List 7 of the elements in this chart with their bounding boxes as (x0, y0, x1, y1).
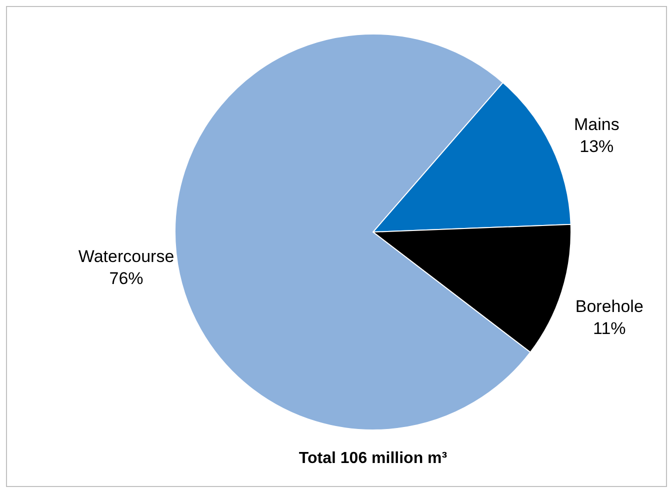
slice-label: Watercourse (78, 247, 174, 266)
slice-label: Borehole (575, 296, 644, 316)
data-label: 11% (593, 318, 626, 338)
slice-label: Mains (574, 114, 620, 134)
data-label: 76% (109, 269, 144, 288)
data-label: 13% (580, 136, 614, 156)
text: Total 106 million m³ (298, 450, 448, 467)
